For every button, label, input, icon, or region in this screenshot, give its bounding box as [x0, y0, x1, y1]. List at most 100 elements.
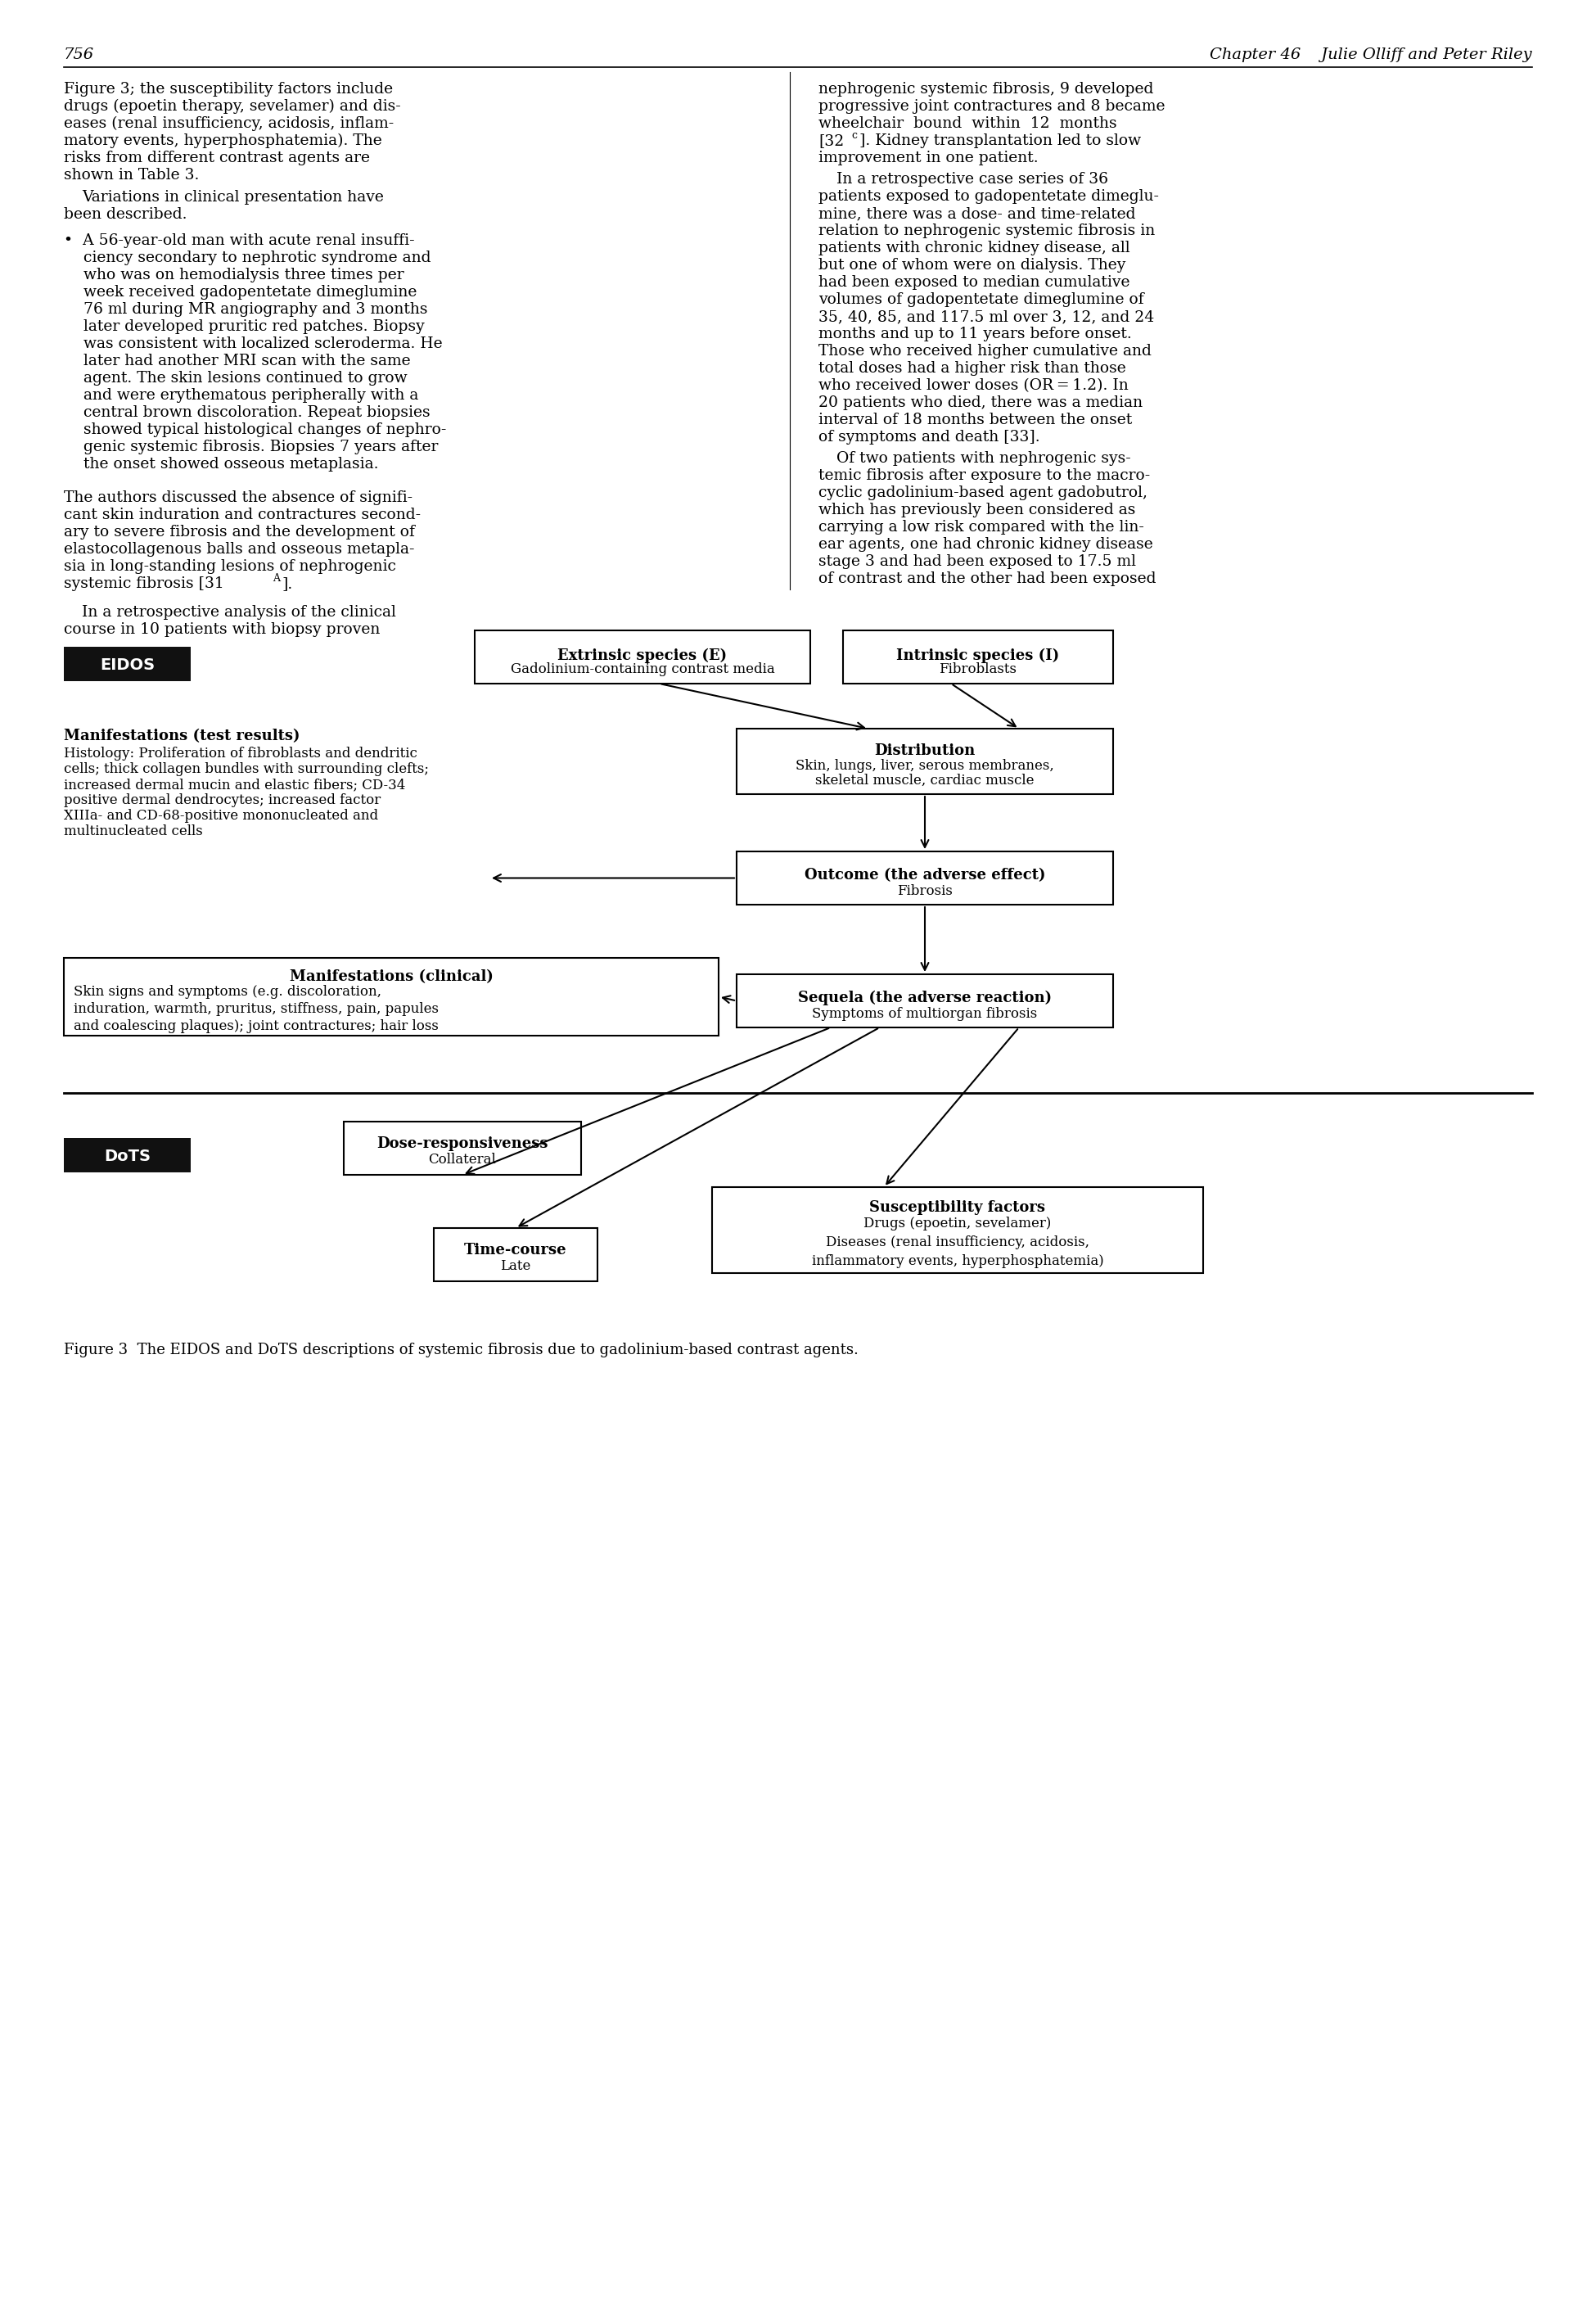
Text: increased dermal mucin and elastic fibers; CD-34: increased dermal mucin and elastic fiber… [64, 778, 405, 791]
Text: of symptoms and death [33].: of symptoms and death [33]. [819, 429, 1041, 446]
Text: inflammatory events, hyperphosphatemia): inflammatory events, hyperphosphatemia) [812, 1253, 1103, 1267]
Text: and were erythematous peripherally with a: and were erythematous peripherally with … [64, 388, 418, 404]
Text: drugs (epoetin therapy, sevelamer) and dis-: drugs (epoetin therapy, sevelamer) and d… [64, 100, 401, 114]
Text: Chapter 46    Julie Olliff and Peter Riley: Chapter 46 Julie Olliff and Peter Riley [1210, 46, 1532, 63]
Text: Intrinsic species (I): Intrinsic species (I) [897, 648, 1060, 664]
Text: Figure 3; the susceptibility factors include: Figure 3; the susceptibility factors inc… [64, 81, 393, 97]
Text: 76 ml during MR angiography and 3 months: 76 ml during MR angiography and 3 months [64, 302, 428, 318]
Text: Drugs (epoetin, sevelamer): Drugs (epoetin, sevelamer) [863, 1216, 1052, 1230]
Bar [737, 729, 1112, 794]
Text: ].: ]. [282, 576, 294, 592]
Text: The authors discussed the absence of signifi-: The authors discussed the absence of sig… [64, 490, 413, 506]
Text: EIDOS: EIDOS [101, 657, 155, 673]
Text: course in 10 patients with biopsy proven: course in 10 patients with biopsy proven [64, 622, 380, 636]
Bar [64, 959, 718, 1035]
Text: Diseases (renal insufficiency, acidosis,: Diseases (renal insufficiency, acidosis, [825, 1235, 1090, 1249]
Text: risks from different contrast agents are: risks from different contrast agents are [64, 151, 370, 165]
Text: months and up to 11 years before onset.: months and up to 11 years before onset. [819, 327, 1132, 341]
Text: patients exposed to gadopentetate dimeglu-: patients exposed to gadopentetate dimegl… [819, 188, 1159, 204]
Bar [843, 631, 1112, 685]
Text: mine, there was a dose- and time-related: mine, there was a dose- and time-related [819, 207, 1136, 220]
Text: ciency secondary to nephrotic syndrome and: ciency secondary to nephrotic syndrome a… [64, 251, 431, 265]
Text: In a retrospective case series of 36: In a retrospective case series of 36 [836, 172, 1108, 186]
Bar [64, 1137, 190, 1172]
Text: Fibroblasts: Fibroblasts [938, 661, 1017, 675]
Text: been described.: been described. [64, 207, 187, 223]
Text: Figure 3  The EIDOS and DoTS descriptions of systemic fibrosis due to gadolinium: Figure 3 The EIDOS and DoTS descriptions… [64, 1342, 859, 1358]
Text: Variations in clinical presentation have: Variations in clinical presentation have [81, 190, 383, 204]
Text: c: c [851, 130, 857, 142]
Text: wheelchair  bound  within  12  months: wheelchair bound within 12 months [819, 116, 1117, 130]
Text: matory events, hyperphosphatemia). The: matory events, hyperphosphatemia). The [64, 132, 381, 149]
Text: Histology: Proliferation of fibroblasts and dendritic: Histology: Proliferation of fibroblasts … [64, 747, 417, 761]
Text: Collateral: Collateral [429, 1154, 496, 1167]
Bar [712, 1186, 1203, 1274]
Text: later had another MRI scan with the same: later had another MRI scan with the same [64, 353, 410, 369]
Text: In a retrospective analysis of the clinical: In a retrospective analysis of the clini… [81, 606, 396, 620]
Text: •  A 56-year-old man with acute renal insuffi-: • A 56-year-old man with acute renal ins… [64, 234, 415, 248]
Text: interval of 18 months between the onset: interval of 18 months between the onset [819, 413, 1132, 427]
Text: and coalescing plaques); joint contractures; hair loss: and coalescing plaques); joint contractu… [73, 1019, 439, 1033]
Text: Skin signs and symptoms (e.g. discoloration,: Skin signs and symptoms (e.g. discolorat… [73, 984, 381, 998]
Text: which has previously been considered as: which has previously been considered as [819, 504, 1135, 518]
Bar [474, 631, 811, 685]
Text: volumes of gadopentetate dimeglumine of: volumes of gadopentetate dimeglumine of [819, 292, 1144, 306]
Bar [737, 975, 1112, 1028]
Text: 35, 40, 85, and 117.5 ml over 3, 12, and 24: 35, 40, 85, and 117.5 ml over 3, 12, and… [819, 309, 1154, 325]
Text: showed typical histological changes of nephro-: showed typical histological changes of n… [64, 422, 447, 436]
Text: DoTS: DoTS [104, 1149, 150, 1165]
Text: but one of whom were on dialysis. They: but one of whom were on dialysis. They [819, 258, 1125, 272]
Text: Skin, lungs, liver, serous membranes,: Skin, lungs, liver, serous membranes, [796, 759, 1053, 773]
Text: Sequela (the adverse reaction): Sequela (the adverse reaction) [798, 991, 1052, 1005]
Text: genic systemic fibrosis. Biopsies 7 years after: genic systemic fibrosis. Biopsies 7 year… [64, 439, 439, 455]
Bar [64, 648, 190, 680]
Text: shown in Table 3.: shown in Table 3. [64, 167, 199, 183]
Text: Distribution: Distribution [875, 743, 975, 759]
Text: elastocollagenous balls and osseous metapla-: elastocollagenous balls and osseous meta… [64, 543, 415, 557]
Text: Dose-responsiveness: Dose-responsiveness [377, 1137, 547, 1151]
Text: 20 patients who died, there was a median: 20 patients who died, there was a median [819, 395, 1143, 411]
Text: total doses had a higher risk than those: total doses had a higher risk than those [819, 362, 1127, 376]
Text: had been exposed to median cumulative: had been exposed to median cumulative [819, 276, 1130, 290]
Text: A: A [273, 573, 279, 583]
Text: [32: [32 [819, 132, 844, 149]
Bar [434, 1228, 597, 1281]
Text: Those who received higher cumulative and: Those who received higher cumulative and [819, 344, 1151, 357]
Text: ary to severe fibrosis and the development of: ary to severe fibrosis and the developme… [64, 525, 415, 538]
Text: skeletal muscle, cardiac muscle: skeletal muscle, cardiac muscle [816, 773, 1034, 787]
Text: Fibrosis: Fibrosis [897, 884, 953, 898]
Text: Gadolinium-containing contrast media: Gadolinium-containing contrast media [511, 661, 774, 675]
Text: Manifestations (clinical): Manifestations (clinical) [289, 970, 493, 984]
Text: Extrinsic species (E): Extrinsic species (E) [557, 648, 728, 664]
Text: induration, warmth, pruritus, stiffness, pain, papules: induration, warmth, pruritus, stiffness,… [73, 1003, 439, 1017]
Text: cant skin induration and contractures second-: cant skin induration and contractures se… [64, 508, 421, 522]
Text: carrying a low risk compared with the lin-: carrying a low risk compared with the li… [819, 520, 1144, 534]
Text: week received gadopentetate dimeglumine: week received gadopentetate dimeglumine [64, 285, 417, 299]
Text: eases (renal insufficiency, acidosis, inflam-: eases (renal insufficiency, acidosis, in… [64, 116, 394, 132]
Text: later developed pruritic red patches. Biopsy: later developed pruritic red patches. Bi… [64, 320, 425, 334]
Text: XIIIa- and CD-68-positive mononucleated and: XIIIa- and CD-68-positive mononucleated … [64, 810, 378, 822]
Text: positive dermal dendrocytes; increased factor: positive dermal dendrocytes; increased f… [64, 794, 381, 808]
Text: Late: Late [500, 1260, 531, 1274]
Text: Manifestations (test results): Manifestations (test results) [64, 729, 300, 743]
Text: agent. The skin lesions continued to grow: agent. The skin lesions continued to gro… [64, 371, 407, 385]
Text: Susceptibility factors: Susceptibility factors [870, 1200, 1045, 1214]
Text: central brown discoloration. Repeat biopsies: central brown discoloration. Repeat biop… [64, 406, 431, 420]
Text: Time-course: Time-course [464, 1242, 567, 1258]
Text: Symptoms of multiorgan fibrosis: Symptoms of multiorgan fibrosis [812, 1007, 1037, 1021]
Text: was consistent with localized scleroderma. He: was consistent with localized scleroderm… [64, 337, 442, 350]
Text: ear agents, one had chronic kidney disease: ear agents, one had chronic kidney disea… [819, 536, 1152, 552]
Text: Of two patients with nephrogenic sys-: Of two patients with nephrogenic sys- [836, 450, 1132, 467]
Text: progressive joint contractures and 8 became: progressive joint contractures and 8 bec… [819, 100, 1165, 114]
Text: cells; thick collagen bundles with surrounding clefts;: cells; thick collagen bundles with surro… [64, 761, 429, 775]
Text: multinucleated cells: multinucleated cells [64, 824, 203, 838]
Text: nephrogenic systemic fibrosis, 9 developed: nephrogenic systemic fibrosis, 9 develop… [819, 81, 1154, 97]
Text: sia in long-standing lesions of nephrogenic: sia in long-standing lesions of nephroge… [64, 559, 396, 573]
Text: 756: 756 [64, 46, 94, 63]
Text: of contrast and the other had been exposed: of contrast and the other had been expos… [819, 571, 1156, 587]
Bar [343, 1121, 581, 1174]
Text: who received lower doses (OR = 1.2). In: who received lower doses (OR = 1.2). In [819, 378, 1128, 392]
Text: relation to nephrogenic systemic fibrosis in: relation to nephrogenic systemic fibrosi… [819, 223, 1156, 239]
Bar [737, 852, 1112, 905]
Text: patients with chronic kidney disease, all: patients with chronic kidney disease, al… [819, 241, 1130, 255]
